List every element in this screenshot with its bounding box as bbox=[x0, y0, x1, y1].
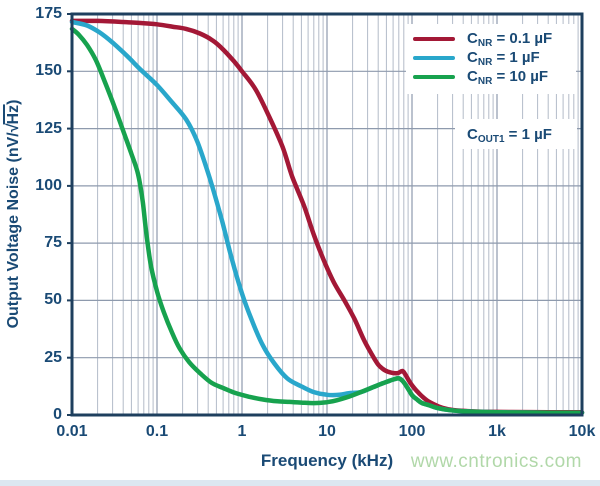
legend-item-cnr-1uf: CNR = 1 µF bbox=[413, 48, 552, 68]
legend: CNR = 0.1 µF CNR = 1 µF CNR = 10 µF bbox=[413, 29, 553, 87]
bottom-strip bbox=[0, 480, 600, 486]
y-tick-label: 100 bbox=[35, 176, 62, 194]
legend-label: CNR = 0.1 µF bbox=[467, 30, 553, 49]
curve-cnr-0.1uf bbox=[69, 18, 585, 415]
plot-frame bbox=[70, 12, 584, 417]
x-tick-label: 10k bbox=[568, 423, 596, 440]
y-tick-label: 125 bbox=[35, 119, 62, 137]
legend-swatch-green bbox=[413, 74, 455, 79]
x-tick-label: 0.01 bbox=[56, 423, 88, 440]
curve-cnr-10uf bbox=[69, 26, 585, 415]
y-tick-label: 75 bbox=[44, 234, 62, 252]
x-tick-label: 100 bbox=[398, 423, 426, 440]
note-backdrop bbox=[455, 119, 577, 149]
y-tick-label: 175 bbox=[35, 5, 62, 22]
x-tick-label: 10 bbox=[318, 423, 336, 440]
sqrt-radicand: Hz bbox=[3, 104, 22, 125]
cout1-annotation: COUT1 = 1 µF bbox=[467, 126, 552, 145]
legend-swatch-red bbox=[413, 36, 455, 41]
legend-item-cnr-10uf: CNR = 10 µF bbox=[413, 67, 552, 87]
watermark: www.cntronics.com bbox=[410, 451, 582, 472]
x-tick-label: 0.1 bbox=[145, 423, 169, 440]
legend-item-cnr-0p1uf: CNR = 0.1 µF bbox=[413, 29, 553, 49]
legend-label: CNR = 1 µF bbox=[467, 49, 540, 68]
legend-swatch-cyan bbox=[413, 55, 455, 60]
y-tick-label: 0 bbox=[53, 406, 62, 423]
y-tick-label: 150 bbox=[35, 62, 62, 80]
y-tick-label: 50 bbox=[44, 291, 62, 309]
y-axis-title-text: Output Voltage Noise (nV/ bbox=[5, 132, 22, 329]
x-tick-label: 1 bbox=[237, 423, 247, 440]
sqrt-symbol: √ bbox=[5, 123, 22, 133]
x-axis-title: Frequency (kHz) bbox=[260, 451, 394, 470]
x-tick-label: 1k bbox=[488, 423, 506, 440]
y-axis-title-suffix: ) bbox=[5, 99, 22, 105]
legend-label: CNR = 10 µF bbox=[467, 68, 549, 87]
y-tick-label: 25 bbox=[44, 348, 62, 366]
